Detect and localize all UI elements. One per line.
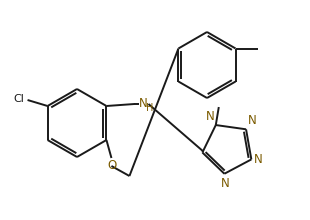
Text: N: N — [139, 97, 147, 110]
Text: H: H — [146, 103, 153, 113]
Text: N: N — [255, 153, 263, 166]
Text: O: O — [108, 159, 117, 172]
Text: Cl: Cl — [14, 94, 24, 104]
Text: N: N — [221, 177, 230, 190]
Text: N: N — [206, 110, 215, 123]
Text: N: N — [248, 114, 257, 127]
